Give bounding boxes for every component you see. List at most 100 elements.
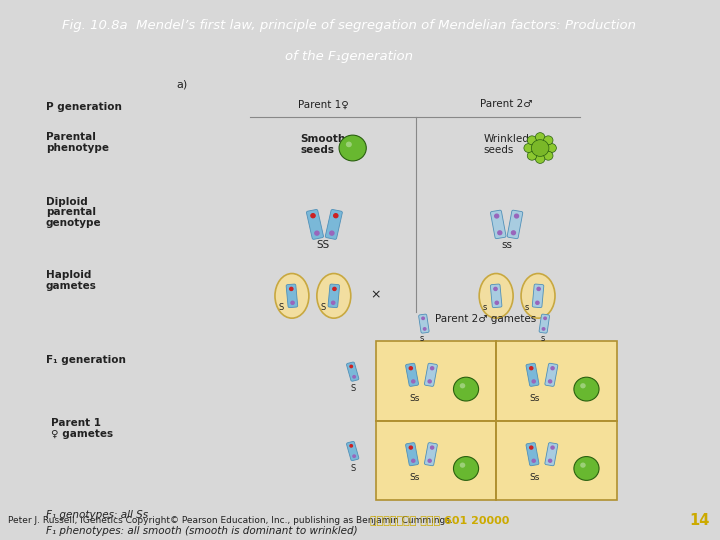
Text: of the F₁generation: of the F₁generation	[285, 50, 413, 63]
Circle shape	[431, 446, 433, 449]
Text: S: S	[351, 384, 356, 394]
Circle shape	[454, 377, 479, 401]
Circle shape	[311, 214, 315, 218]
Text: Haploid: Haploid	[46, 270, 91, 280]
Text: Smooth: Smooth	[300, 134, 346, 144]
FancyBboxPatch shape	[532, 284, 544, 308]
Circle shape	[530, 367, 533, 370]
Circle shape	[580, 463, 585, 468]
FancyBboxPatch shape	[425, 363, 437, 386]
FancyBboxPatch shape	[405, 443, 418, 465]
FancyBboxPatch shape	[490, 284, 502, 308]
Circle shape	[409, 367, 413, 370]
Circle shape	[428, 460, 431, 462]
Text: Wrinkled: Wrinkled	[484, 134, 529, 144]
Text: F₁ genotypes: all Ss: F₁ genotypes: all Ss	[46, 510, 148, 520]
FancyBboxPatch shape	[526, 443, 539, 465]
Circle shape	[527, 136, 536, 145]
Text: F₁ phenotypes: all smooth (smooth is dominant to wrinkled): F₁ phenotypes: all smooth (smooth is dom…	[46, 526, 357, 536]
FancyBboxPatch shape	[425, 443, 437, 465]
Circle shape	[515, 214, 518, 218]
FancyBboxPatch shape	[328, 284, 340, 308]
Circle shape	[524, 144, 534, 152]
Circle shape	[350, 365, 353, 368]
Text: a): a)	[176, 79, 188, 90]
FancyBboxPatch shape	[418, 314, 429, 333]
Bar	[496, 341, 616, 421]
Ellipse shape	[480, 274, 513, 318]
Circle shape	[527, 151, 536, 160]
Bar	[376, 421, 496, 500]
Circle shape	[495, 214, 499, 218]
Circle shape	[422, 317, 424, 320]
Text: ♀ gametes: ♀ gametes	[51, 429, 113, 438]
Text: s: s	[524, 303, 528, 312]
Circle shape	[454, 456, 479, 481]
FancyBboxPatch shape	[545, 363, 558, 386]
Circle shape	[331, 301, 335, 305]
Text: seeds: seeds	[300, 145, 334, 155]
Text: Ss: Ss	[410, 474, 420, 482]
FancyBboxPatch shape	[526, 363, 539, 386]
Text: Parent 1: Parent 1	[51, 418, 101, 428]
Circle shape	[289, 287, 293, 291]
Circle shape	[551, 446, 554, 449]
Circle shape	[530, 446, 533, 449]
Ellipse shape	[275, 274, 309, 318]
Circle shape	[531, 140, 549, 157]
Circle shape	[412, 380, 415, 383]
Text: Diploid: Diploid	[46, 197, 88, 207]
Bar	[496, 421, 616, 500]
Circle shape	[498, 231, 502, 235]
Text: Ss: Ss	[530, 474, 540, 482]
Circle shape	[536, 301, 539, 305]
Text: 14: 14	[690, 512, 710, 528]
Text: Ss: Ss	[530, 394, 540, 403]
Text: S: S	[351, 464, 356, 473]
Circle shape	[431, 367, 433, 370]
Text: 台大生命科學系 遠得貓 601 20000: 台大生命科學系 遠得貓 601 20000	[370, 515, 510, 525]
Text: parental: parental	[46, 207, 96, 218]
Ellipse shape	[521, 274, 555, 318]
Circle shape	[549, 380, 552, 383]
Circle shape	[574, 456, 599, 481]
Text: ss: ss	[501, 240, 512, 250]
FancyBboxPatch shape	[346, 362, 359, 381]
Circle shape	[574, 377, 599, 401]
Text: phenotype: phenotype	[46, 143, 109, 153]
Text: Ss: Ss	[410, 394, 420, 403]
Circle shape	[460, 463, 465, 468]
Circle shape	[409, 446, 413, 449]
Circle shape	[353, 455, 356, 457]
FancyBboxPatch shape	[307, 210, 323, 239]
Text: ×: ×	[371, 289, 381, 302]
Circle shape	[544, 151, 553, 160]
Text: Parental: Parental	[46, 132, 96, 142]
Circle shape	[536, 133, 545, 141]
Circle shape	[291, 301, 294, 305]
FancyBboxPatch shape	[508, 210, 523, 239]
Ellipse shape	[317, 274, 351, 318]
Circle shape	[511, 231, 516, 235]
Text: Peter J. Russell, iGenetics Copyright© Pearson Education, Inc., publishing as Be: Peter J. Russell, iGenetics Copyright© P…	[8, 516, 453, 524]
Text: S: S	[279, 303, 284, 312]
Circle shape	[460, 383, 465, 388]
Circle shape	[544, 136, 553, 145]
Circle shape	[423, 328, 426, 330]
Text: seeds: seeds	[484, 145, 514, 155]
Circle shape	[544, 317, 546, 320]
Text: SS: SS	[317, 240, 330, 250]
Text: Parent 2♂: Parent 2♂	[480, 99, 533, 109]
Text: s: s	[540, 334, 544, 343]
Circle shape	[532, 460, 535, 462]
FancyBboxPatch shape	[325, 210, 342, 239]
Circle shape	[333, 214, 338, 218]
Circle shape	[547, 144, 557, 152]
FancyBboxPatch shape	[490, 210, 506, 239]
Circle shape	[495, 301, 498, 305]
FancyBboxPatch shape	[346, 441, 359, 461]
Circle shape	[339, 135, 366, 161]
Circle shape	[346, 141, 352, 147]
Circle shape	[350, 444, 353, 447]
Circle shape	[542, 328, 545, 330]
